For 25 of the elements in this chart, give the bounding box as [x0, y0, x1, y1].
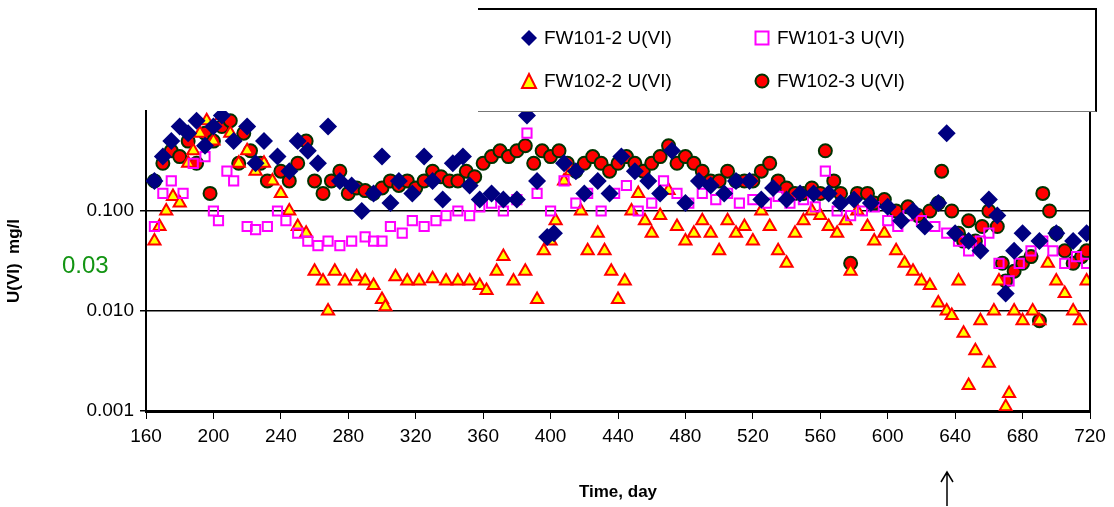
- legend-label: FW102-3 U(VI): [777, 70, 905, 92]
- x-tick-label: 600: [871, 424, 904, 446]
- y-tick-label: 0.100: [86, 199, 134, 221]
- x-tick-label: 480: [669, 424, 702, 446]
- x-axis-title: Time, day: [578, 482, 658, 502]
- legend-label: FW101-3 U(VI): [777, 27, 905, 49]
- x-tick-label: 240: [265, 424, 297, 446]
- x-tick-label: 560: [804, 424, 837, 446]
- x-tick-label: 160: [130, 424, 162, 446]
- x-tick-label: 720: [1074, 424, 1106, 446]
- x-tick-label: 400: [534, 424, 567, 446]
- x-tick-label: 680: [1006, 424, 1039, 446]
- legend-label: FW101-2 U(VI): [544, 27, 672, 49]
- x-tick-label: 520: [737, 424, 769, 446]
- x-tick-label: 320: [399, 424, 432, 446]
- x-tick-label: 360: [467, 424, 499, 446]
- x-tick-label: 640: [939, 424, 971, 446]
- x-tick-label: 280: [332, 424, 365, 446]
- y-tick-label: 0.010: [86, 299, 134, 321]
- x-tick-label: 440: [602, 424, 634, 446]
- legend-label: FW102-2 U(VI): [544, 70, 672, 92]
- y-tick-label: 0.001: [86, 399, 134, 421]
- x-tick-label: 200: [197, 424, 230, 446]
- text: 0.03: [62, 251, 109, 279]
- y-axis-title: U(VI) mg/l: [3, 218, 23, 304]
